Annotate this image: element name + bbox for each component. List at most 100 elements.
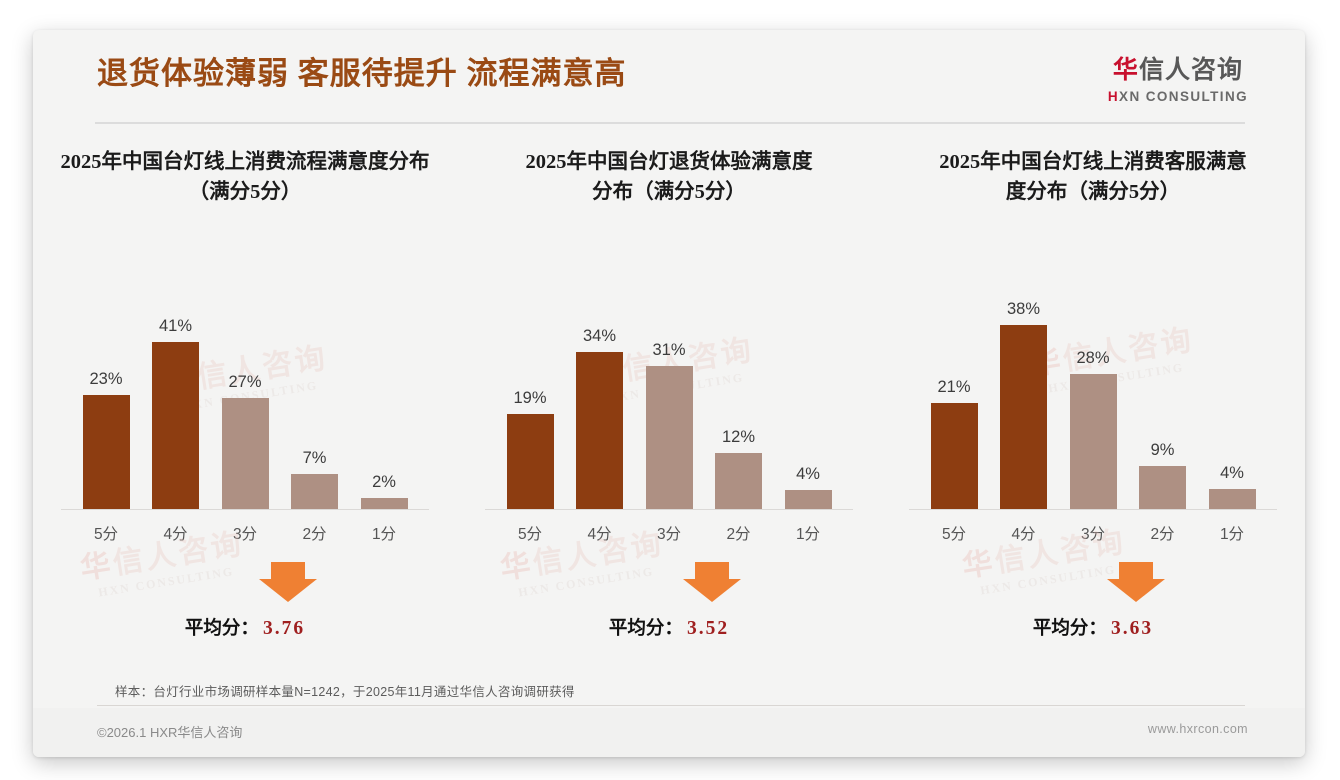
average-arrow-wrap-1: 华信人咨询 HXN CONSULTING bbox=[55, 527, 435, 608]
footer-divider bbox=[97, 705, 1245, 706]
bar-value-label: 38% bbox=[1006, 300, 1041, 318]
charts-row: 2025年中国台灯线上消费流程满意度分布 （满分5分） 华信人咨询 HXN CO… bbox=[33, 148, 1305, 640]
bar-slot[interactable]: 38% bbox=[995, 258, 1053, 510]
x-tick-label: 5分 bbox=[517, 526, 543, 543]
bar[interactable] bbox=[645, 366, 693, 510]
chart-panel-2: 2025年中国台灯退货体验满意度 分布（满分5分） 华信人咨询 HXN CONS… bbox=[457, 148, 881, 640]
bar[interactable] bbox=[291, 474, 338, 510]
chart-title-2-line2: 分布（满分5分） bbox=[592, 180, 746, 203]
axis-baseline bbox=[909, 509, 1277, 510]
x-axis-labels-3: 5分 4分 3分 2分 1分 bbox=[925, 522, 1261, 544]
page-title: 退货体验薄弱 客服待提升 流程满意高 bbox=[97, 56, 627, 91]
x-tick-label: 1分 bbox=[795, 526, 821, 543]
average-label: 平均分： bbox=[608, 619, 683, 639]
bar-value-label: 21% bbox=[937, 378, 971, 396]
bar-slot[interactable]: 2% bbox=[355, 258, 413, 510]
x-tick-label: 2分 bbox=[726, 526, 751, 543]
bar-slot[interactable]: 21% bbox=[925, 258, 983, 510]
x-tick-label: 3分 bbox=[1080, 526, 1106, 543]
slide-footer: ©2026.1 HXR华信人咨询 www.hxrcon.com bbox=[33, 708, 1305, 757]
chart-title-3-line2: 度分布（满分5分） bbox=[1005, 180, 1181, 203]
chart-title-1-line1: 2025年中国台灯线上消费流程满意度分布 bbox=[60, 151, 430, 173]
logo-chinese-text: 华信人咨询 bbox=[1108, 58, 1248, 83]
watermark-accent: 华 bbox=[498, 548, 536, 586]
logo-accent-char: 华 bbox=[1112, 57, 1139, 84]
bar[interactable] bbox=[1069, 374, 1117, 510]
website-url[interactable]: www.hxrcon.com bbox=[1147, 722, 1248, 736]
bar-group-1: 23% 41% 27% 7% bbox=[77, 258, 413, 510]
axis-baseline bbox=[485, 509, 853, 510]
bar-group-3: 21% 38% 28% 9% bbox=[925, 258, 1261, 510]
x-axis-labels-2: 5分 4分 3分 2分 1分 bbox=[501, 522, 837, 544]
bar-value-label: 4% bbox=[1220, 464, 1244, 482]
average-score-3: 平均分： 3.63 bbox=[903, 614, 1283, 640]
x-tick-label: 1分 bbox=[1219, 526, 1245, 543]
logo-chinese-rest: 信人咨询 bbox=[1138, 57, 1243, 84]
bar-slot[interactable]: 7% bbox=[286, 258, 344, 510]
bar-slot[interactable]: 12% bbox=[710, 258, 768, 510]
bar-slot[interactable]: 9% bbox=[1134, 258, 1192, 510]
bar[interactable] bbox=[1208, 489, 1256, 510]
average-value: 3.76 bbox=[262, 618, 306, 639]
bar-value-label: 9% bbox=[1150, 441, 1175, 459]
axis-baseline bbox=[61, 509, 429, 510]
bar-slot[interactable]: 4% bbox=[1203, 258, 1261, 510]
chart-plot-1: 华信人咨询 HXN CONSULTING 23% 41% 27% bbox=[55, 238, 435, 543]
bar-slot[interactable]: 31% bbox=[640, 258, 698, 510]
bar-slot[interactable]: 34% bbox=[571, 258, 629, 510]
bar-slot[interactable]: 41% bbox=[147, 258, 205, 510]
chart-title-3: 2025年中国台灯线上消费客服满意 度分布（满分5分） bbox=[903, 148, 1283, 210]
x-tick-label: 5分 bbox=[93, 526, 119, 543]
watermark-en: HXN CONSULTING bbox=[97, 564, 236, 600]
bar-slot[interactable]: 28% bbox=[1064, 258, 1122, 510]
bar-value-label: 41% bbox=[158, 317, 193, 335]
average-arrow-wrap-2: 华信人咨询 HXN CONSULTING bbox=[479, 527, 859, 608]
watermark-en: HXN CONSULTING bbox=[979, 562, 1118, 598]
company-logo: 华信人咨询 HXN CONSULTING bbox=[1108, 58, 1248, 104]
bar-value-label: 7% bbox=[302, 449, 327, 467]
source-note: 样本：台灯行业市场调研样本量N=1242，于2025年11月通过华信人咨询调研获… bbox=[115, 685, 575, 699]
bar-value-label: 19% bbox=[513, 389, 547, 407]
bar[interactable] bbox=[506, 414, 554, 510]
bar-value-label: 12% bbox=[721, 428, 756, 446]
bar[interactable] bbox=[1139, 466, 1186, 510]
average-label: 平均分： bbox=[1032, 619, 1107, 639]
x-tick-label: 4分 bbox=[163, 526, 188, 543]
x-tick-label: 1分 bbox=[371, 526, 397, 543]
chart-panel-1: 2025年中国台灯线上消费流程满意度分布 （满分5分） 华信人咨询 HXN CO… bbox=[33, 148, 457, 640]
bar[interactable] bbox=[152, 342, 199, 510]
bar[interactable] bbox=[576, 352, 623, 510]
bar-group-2: 19% 34% 31% 12% bbox=[501, 258, 837, 510]
bar-slot[interactable]: 27% bbox=[216, 258, 274, 510]
bar-slot[interactable]: 4% bbox=[779, 258, 837, 510]
watermark-accent: 华 bbox=[960, 546, 998, 584]
bar-slot[interactable]: 23% bbox=[77, 258, 135, 510]
watermark-en: HXN CONSULTING bbox=[517, 564, 656, 600]
chart-panel-3: 2025年中国台灯线上消费客服满意 度分布（满分5分） 华信人咨询 HXN CO… bbox=[881, 148, 1305, 640]
bar[interactable] bbox=[1000, 325, 1047, 510]
chart-title-2: 2025年中国台灯退货体验满意度 分布（满分5分） bbox=[479, 148, 859, 210]
bar[interactable] bbox=[930, 403, 978, 510]
slide-header: 退货体验薄弱 客服待提升 流程满意高 华信人咨询 HXN CONSULTING bbox=[33, 30, 1305, 124]
average-arrow-wrap-3: 华信人咨询 HXN CONSULTING bbox=[903, 525, 1283, 608]
header-divider bbox=[95, 122, 1245, 124]
watermark-accent: 华 bbox=[78, 548, 116, 586]
logo-english-text: HXN CONSULTING bbox=[1108, 90, 1248, 104]
chart-title-3-line1: 2025年中国台灯线上消费客服满意 bbox=[939, 151, 1247, 173]
chart-title-2-line1: 2025年中国台灯退货体验满意度 bbox=[525, 151, 813, 173]
chart-plot-3: 华信人咨询 HXN CONSULTING 21% 38% 28% bbox=[903, 238, 1283, 543]
chart-title-1: 2025年中国台灯线上消费流程满意度分布 （满分5分） bbox=[55, 148, 435, 210]
bar[interactable] bbox=[221, 398, 269, 510]
x-tick-label: 3分 bbox=[232, 526, 258, 543]
bar[interactable] bbox=[715, 453, 762, 510]
chart-title-1-line2: （满分5分） bbox=[188, 180, 302, 203]
chart-plot-2: 华信人咨询 HXN CONSULTING 19% 34% 31% bbox=[479, 238, 859, 543]
bar[interactable] bbox=[360, 498, 408, 510]
bar[interactable] bbox=[784, 490, 832, 510]
slide-canvas: 退货体验薄弱 客服待提升 流程满意高 华信人咨询 HXN CONSULTING … bbox=[33, 30, 1305, 757]
bar[interactable] bbox=[82, 395, 130, 510]
bar-value-label: 31% bbox=[652, 341, 686, 359]
average-value: 3.63 bbox=[1110, 618, 1154, 639]
x-tick-label: 5分 bbox=[941, 526, 967, 543]
bar-slot[interactable]: 19% bbox=[501, 258, 559, 510]
